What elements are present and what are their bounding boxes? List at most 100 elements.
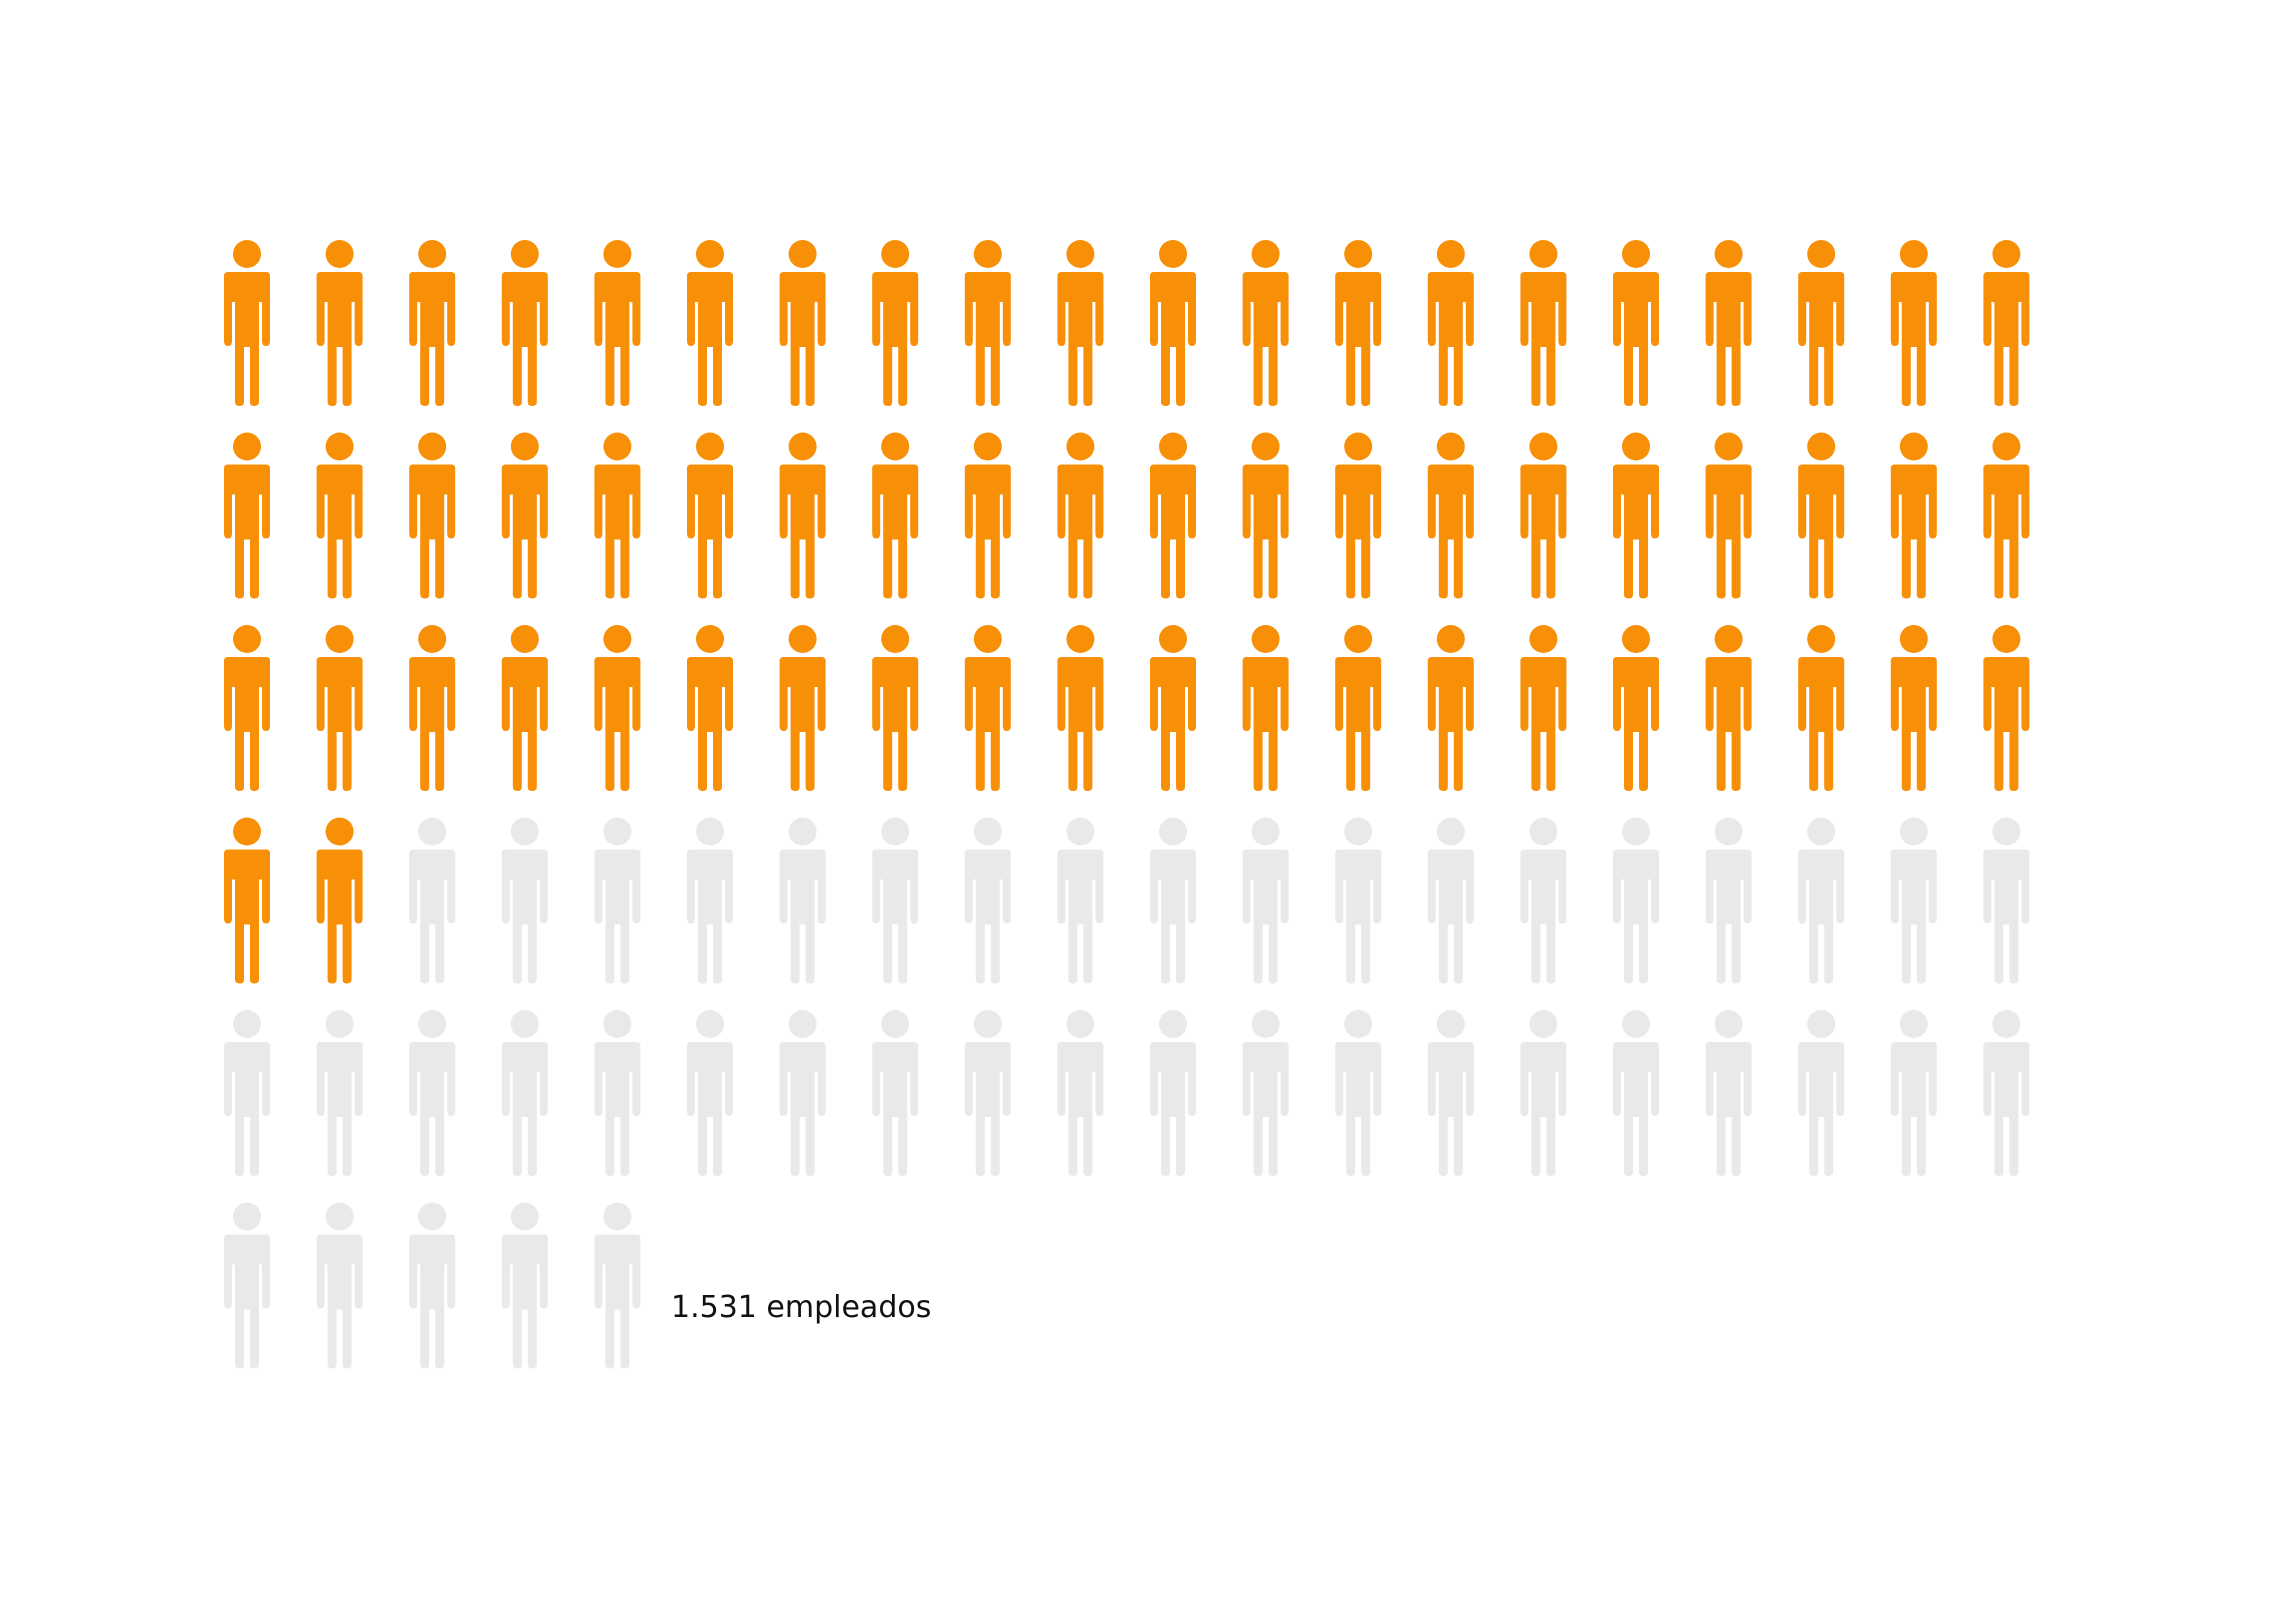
person-icon-highlighted — [1057, 432, 1104, 599]
person-icon-highlighted — [224, 240, 270, 406]
person-icon-highlighted — [1242, 625, 1289, 791]
person-icon-highlighted — [1983, 625, 2030, 791]
person-icon-remainder — [1798, 1010, 1845, 1176]
person-icon-highlighted — [594, 625, 641, 791]
person-icon-highlighted — [1890, 625, 1937, 791]
person-icon-highlighted — [1705, 240, 1752, 406]
person-icon-remainder — [1613, 817, 1659, 984]
person-icon-remainder — [501, 817, 548, 984]
person-icon-remainder — [1335, 817, 1382, 984]
person-icon-remainder — [1150, 1010, 1196, 1176]
person-icon-highlighted — [1242, 240, 1289, 406]
person-icon-remainder — [594, 1202, 641, 1369]
person-icon-highlighted — [872, 240, 919, 406]
person-icon-remainder — [687, 817, 733, 984]
person-icon-highlighted — [224, 625, 270, 791]
person-icon-highlighted — [1613, 432, 1659, 599]
person-icon-highlighted — [1427, 432, 1474, 599]
person-icon-highlighted — [1798, 432, 1845, 599]
person-icon-remainder — [964, 817, 1011, 984]
person-icon-highlighted — [1427, 240, 1474, 406]
person-icon-remainder — [409, 1202, 456, 1369]
person-icon-highlighted — [409, 240, 456, 406]
person-icon-highlighted — [501, 625, 548, 791]
person-icon-highlighted — [1335, 432, 1382, 599]
person-icon-remainder — [224, 1202, 270, 1369]
person-icon-highlighted — [1335, 625, 1382, 791]
person-icon-remainder — [1150, 817, 1196, 984]
person-icon-remainder — [1705, 817, 1752, 984]
person-icon-remainder — [1242, 817, 1289, 984]
person-icon-remainder — [501, 1010, 548, 1176]
person-icon-remainder — [779, 1010, 826, 1176]
person-icon-highlighted — [1613, 625, 1659, 791]
person-icon-highlighted — [409, 432, 456, 599]
person-icon-highlighted — [316, 625, 363, 791]
person-icon-highlighted — [1057, 240, 1104, 406]
person-icon-highlighted — [1520, 432, 1567, 599]
person-icon-highlighted — [1335, 240, 1382, 406]
person-icon-remainder — [779, 817, 826, 984]
person-icon-highlighted — [1798, 240, 1845, 406]
person-icon-highlighted — [779, 240, 826, 406]
person-icon-highlighted — [1798, 625, 1845, 791]
person-icon-highlighted — [594, 240, 641, 406]
person-icon-remainder — [964, 1010, 1011, 1176]
person-icon-remainder — [1427, 1010, 1474, 1176]
person-icon-highlighted — [687, 240, 733, 406]
person-icon-remainder — [1335, 1010, 1382, 1176]
person-icon-remainder — [501, 1202, 548, 1369]
person-icon-remainder — [409, 1010, 456, 1176]
person-icon-highlighted — [872, 625, 919, 791]
person-icon-highlighted — [1983, 432, 2030, 599]
person-icon-highlighted — [1705, 432, 1752, 599]
person-icon-highlighted — [964, 240, 1011, 406]
person-icon-highlighted — [1150, 432, 1196, 599]
person-icon-remainder — [1520, 817, 1567, 984]
person-icon-highlighted — [224, 432, 270, 599]
person-icon-remainder — [1983, 817, 2030, 984]
person-icon-highlighted — [1057, 625, 1104, 791]
person-icon-highlighted — [316, 817, 363, 984]
person-icon-highlighted — [316, 432, 363, 599]
person-icon-highlighted — [501, 240, 548, 406]
person-icon-remainder — [594, 1010, 641, 1176]
person-icon-highlighted — [872, 432, 919, 599]
person-icon-highlighted — [1150, 625, 1196, 791]
total-employees-label: 1.531 empleados — [671, 1290, 932, 1325]
person-icon-remainder — [1890, 1010, 1937, 1176]
person-icon-highlighted — [1983, 240, 2030, 406]
person-icon-remainder — [594, 817, 641, 984]
person-icon-remainder — [224, 1010, 270, 1176]
person-icon-highlighted — [1705, 625, 1752, 791]
person-icon-remainder — [316, 1010, 363, 1176]
person-icon-highlighted — [1520, 240, 1567, 406]
person-icon-highlighted — [1520, 625, 1567, 791]
person-icon-highlighted — [964, 432, 1011, 599]
person-icon-highlighted — [964, 625, 1011, 791]
person-icon-highlighted — [316, 240, 363, 406]
person-icon-remainder — [1983, 1010, 2030, 1176]
person-icon-highlighted — [1890, 240, 1937, 406]
person-icon-remainder — [1705, 1010, 1752, 1176]
person-icon-remainder — [1057, 1010, 1104, 1176]
person-icon-highlighted — [594, 432, 641, 599]
person-icon-remainder — [1798, 817, 1845, 984]
person-icon-highlighted — [501, 432, 548, 599]
person-icon-highlighted — [1613, 240, 1659, 406]
person-icon-highlighted — [224, 817, 270, 984]
person-icon-remainder — [1427, 817, 1474, 984]
person-icon-remainder — [1890, 817, 1937, 984]
person-icon-highlighted — [1890, 432, 1937, 599]
person-icon-highlighted — [409, 625, 456, 791]
person-icon-remainder — [1520, 1010, 1567, 1176]
person-icon-highlighted — [779, 625, 826, 791]
person-icon-remainder — [316, 1202, 363, 1369]
person-icon-remainder — [1613, 1010, 1659, 1176]
person-icon-highlighted — [1150, 240, 1196, 406]
person-icon-highlighted — [687, 625, 733, 791]
person-icon-remainder — [872, 1010, 919, 1176]
person-icon-highlighted — [1242, 432, 1289, 599]
person-icon-remainder — [687, 1010, 733, 1176]
